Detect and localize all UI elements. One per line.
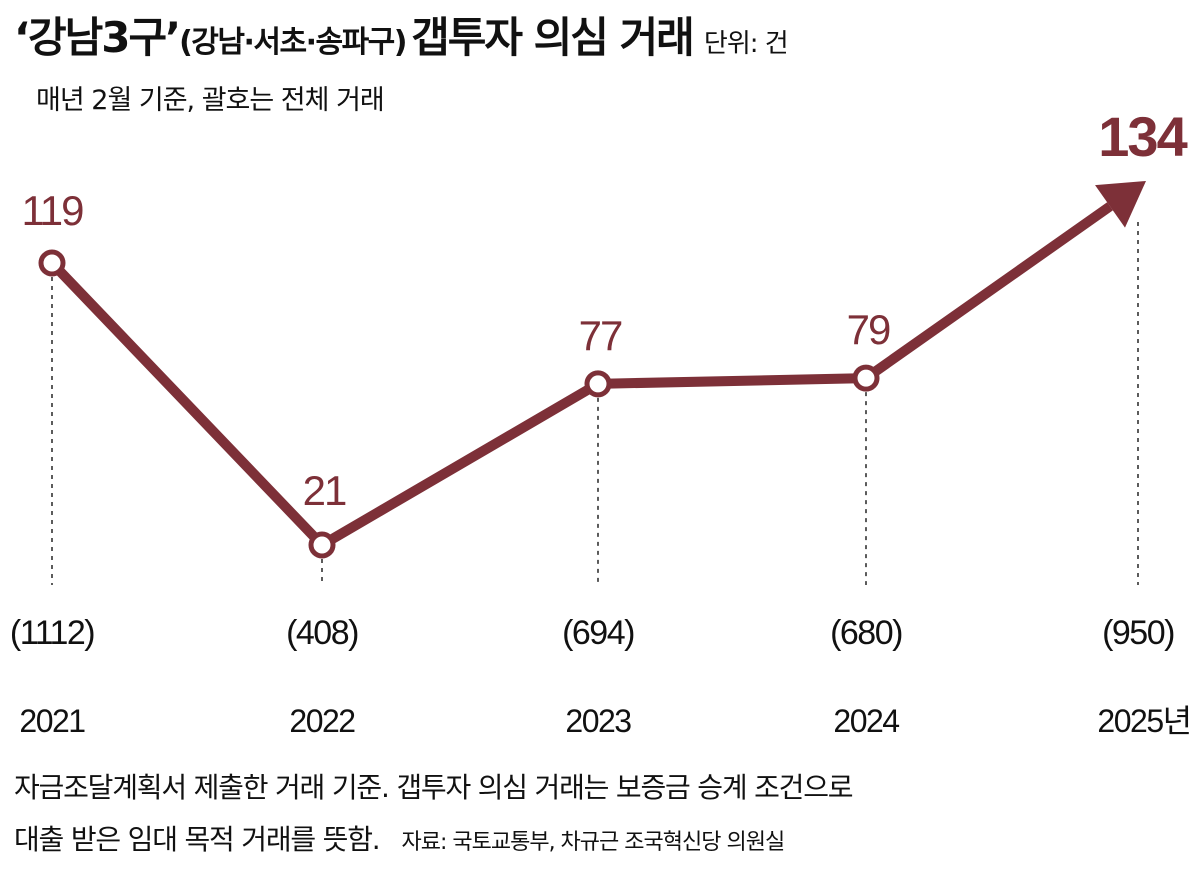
value-label-2022: 21 bbox=[303, 467, 346, 514]
value-label-2025년: 134 bbox=[1098, 105, 1187, 168]
point-marker-2024 bbox=[852, 364, 880, 392]
total-label-2025년: (950) bbox=[1102, 614, 1174, 652]
title-region: (강남·서초·송파구) bbox=[179, 25, 407, 60]
guide-lines bbox=[51, 222, 1139, 585]
x-axis-tick-labels: 2021 2022 2023 2024 2025년 bbox=[19, 703, 1192, 739]
value-labels: 119 21 77 79 134 bbox=[22, 105, 1190, 514]
footnote-line-1: 자금조달계획서 제출한 거래 기준. 갭투자 의심 거래는 보증금 승계 조건으… bbox=[14, 771, 854, 804]
total-label-2023: (694) bbox=[562, 614, 634, 652]
source-note: 자료: 국토교통부, 차규근 조국혁신당 의원실 bbox=[401, 830, 785, 855]
value-label-2023: 77 bbox=[579, 312, 622, 359]
x-tick-2022: 2022 bbox=[289, 703, 355, 739]
point-marker-2021 bbox=[38, 249, 66, 277]
title-main: ‘강남3구’ bbox=[14, 13, 181, 62]
point-marker-2022 bbox=[308, 531, 336, 559]
total-label-2024: (680) bbox=[830, 614, 902, 652]
value-label-2021: 119 bbox=[22, 187, 84, 234]
point-markers bbox=[38, 249, 880, 559]
footnote-line-2: 대출 받은 임대 목적 거래를 뜻함. 자료: 국토교통부, 차규근 조국혁신당 … bbox=[14, 818, 785, 858]
chart-title: ‘강남3구’(강남·서초·송파구) 갭투자 의심 거래 단위: 건 bbox=[14, 4, 789, 65]
title-topic: 갭투자 의심 거래 bbox=[411, 13, 695, 62]
x-tick-2024: 2024 bbox=[833, 703, 899, 739]
series-polyline bbox=[48, 202, 1113, 550]
x-tick-2021: 2021 bbox=[19, 703, 85, 739]
footnote-text: 대출 받은 임대 목적 거래를 뜻함. bbox=[14, 823, 381, 856]
x-tick-2025년: 2025년 bbox=[1097, 703, 1190, 739]
total-label-2021: (1112) bbox=[10, 614, 94, 652]
arrow-head-2025년 bbox=[1095, 181, 1146, 228]
unit-label: 단위: 건 bbox=[703, 29, 789, 59]
value-label-2024: 79 bbox=[847, 306, 890, 353]
series-line bbox=[48, 181, 1146, 550]
chart-subtitle: 매년 2월 기준, 괄호는 전체 거래 bbox=[36, 85, 385, 116]
x-tick-2023: 2023 bbox=[565, 703, 631, 739]
point-marker-2023 bbox=[584, 370, 612, 398]
total-labels: (1112) (408) (694) (680) (950) bbox=[10, 614, 1176, 652]
total-label-2022: (408) bbox=[286, 614, 358, 652]
